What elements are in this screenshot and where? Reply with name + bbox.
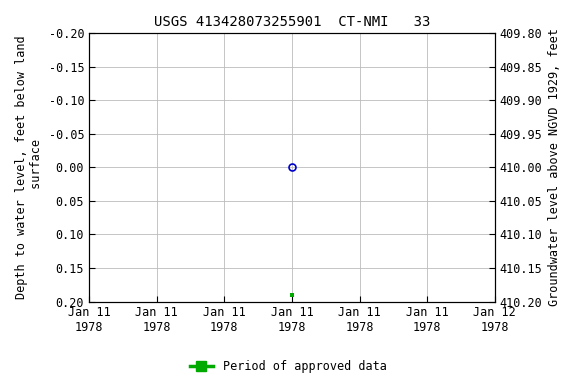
Legend: Period of approved data: Period of approved data — [185, 356, 391, 378]
Y-axis label: Groundwater level above NGVD 1929, feet: Groundwater level above NGVD 1929, feet — [548, 28, 561, 306]
Y-axis label: Depth to water level, feet below land
 surface: Depth to water level, feet below land su… — [15, 35, 43, 299]
Title: USGS 413428073255901  CT-NMI   33: USGS 413428073255901 CT-NMI 33 — [154, 15, 430, 29]
